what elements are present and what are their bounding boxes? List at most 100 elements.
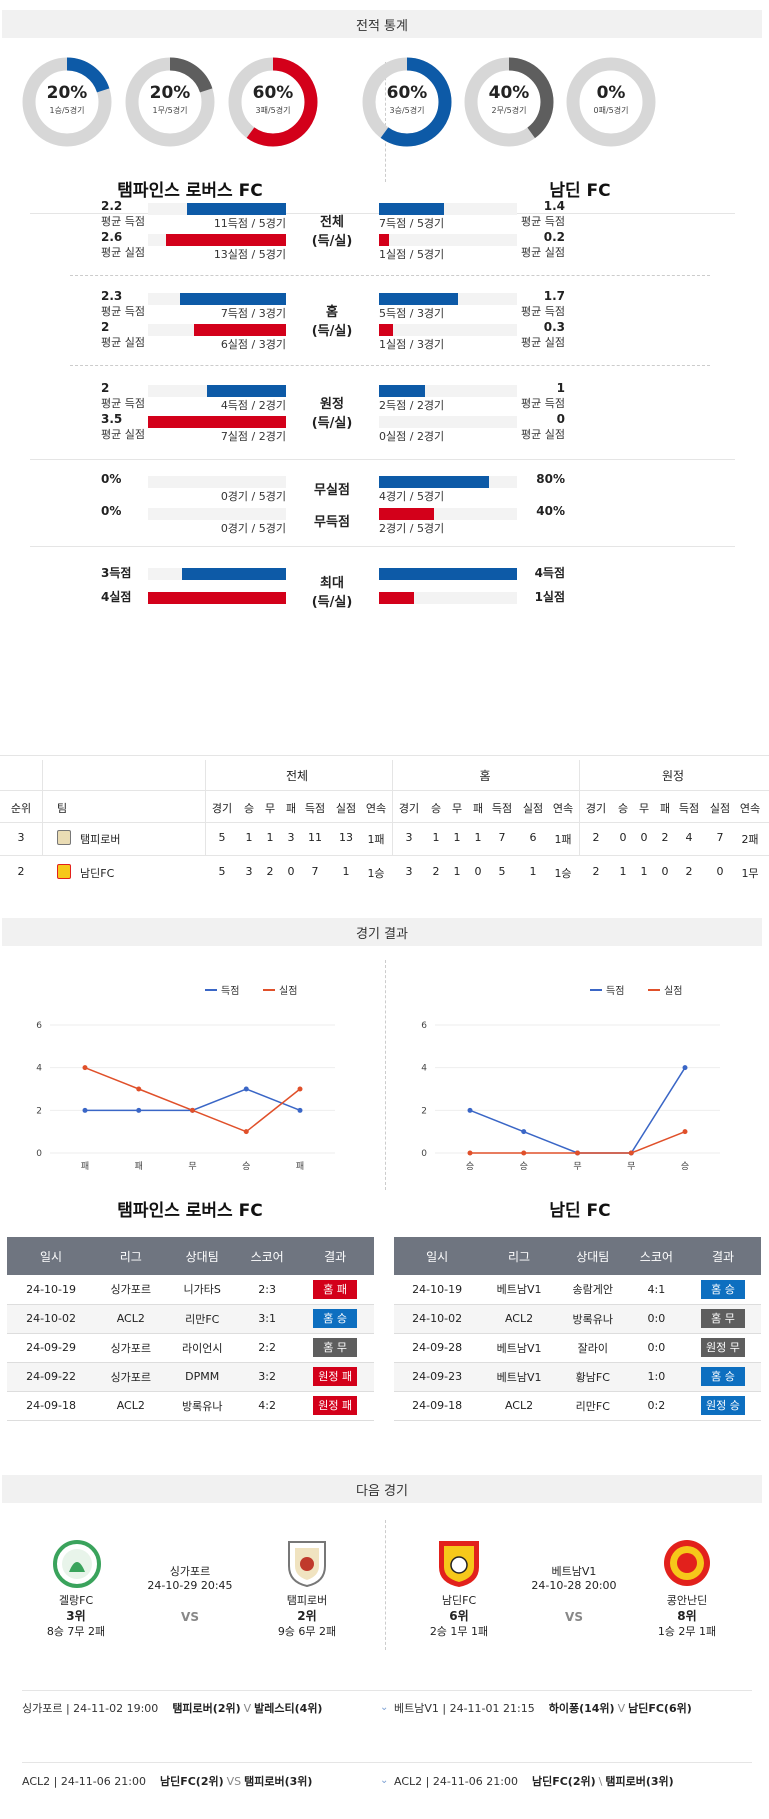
standings-cell: 5: [218, 831, 226, 844]
upcoming-vs: V: [243, 1702, 252, 1715]
donut-ring: [228, 57, 318, 147]
divider: [0, 790, 769, 791]
clean-category: 무득점: [314, 515, 350, 530]
stat-subtext: 5득점 / 3경기: [379, 307, 445, 320]
divider: [0, 822, 769, 823]
bar-track: [379, 234, 517, 246]
upcoming-match: ACL2 | 24-11-06 21:00 남딘FC(2위) \ 탬피로버(3위): [394, 1773, 744, 1797]
results-col-header: 결과: [684, 1237, 761, 1275]
bar-fill: [379, 508, 434, 520]
divider: [385, 1520, 386, 1650]
standings-col-header: 연속: [552, 802, 574, 815]
stat-label: 평균 실점: [521, 336, 565, 349]
stat-value: 80%: [536, 472, 565, 486]
standings-col-header: 패: [659, 802, 671, 815]
standings-cell: 3: [287, 831, 295, 844]
standings-cell: 2: [432, 865, 440, 878]
stat-category-line1: 홈: [326, 305, 338, 320]
data-point: [297, 1086, 303, 1092]
results-cell: 24-10-02: [7, 1304, 96, 1334]
stat-label: 평균 실점: [521, 428, 565, 441]
standings-col-header: 무: [638, 802, 650, 815]
stat-label: 평균 득점: [521, 215, 565, 228]
stat-subtext: 2득점 / 2경기: [379, 399, 445, 412]
data-point: [682, 1129, 688, 1135]
section-header-next: 다음 경기: [2, 1475, 762, 1503]
divider: [22, 1762, 752, 1763]
stat-label: 평균 득점: [101, 397, 145, 410]
y-tick-label: 4: [36, 1064, 42, 1074]
standings-col-header: 득점: [678, 802, 700, 815]
home-team-name-results: 탬파인스 로버스 FC: [117, 1201, 263, 1221]
standings-col-header: 무: [451, 802, 463, 815]
divider: [385, 960, 386, 1190]
next-m1-team1-name: 겔랑FC: [58, 1594, 94, 1607]
next-m2-team1-record: 2승 1무 1패: [429, 1625, 489, 1638]
x-tick-label: 승: [520, 1161, 528, 1172]
y-tick-label: 2: [36, 1106, 42, 1116]
divider: [30, 546, 735, 547]
standings-cell: 1패: [367, 833, 385, 846]
results-cell: ACL2: [95, 1391, 167, 1421]
y-tick-label: 6: [421, 1021, 427, 1031]
upcoming-team-a: 남딘FC(2위): [531, 1775, 596, 1788]
legend-label-scored: 득점: [221, 985, 239, 997]
results-cell: 1:0: [627, 1362, 685, 1392]
results-cell: 싱가포르: [95, 1333, 167, 1363]
upcoming-team-a: 남딘FC(2위): [159, 1775, 224, 1788]
stat-value: 4실점: [101, 590, 132, 604]
results-col-header: 결과: [296, 1237, 374, 1275]
standings-cell: 0: [661, 865, 669, 878]
stat-category-line2: (득/실): [311, 234, 353, 249]
upcoming-team-a: 하이퐁(14위): [548, 1702, 615, 1715]
standings-cell: 5: [218, 865, 226, 878]
standings-col-header: 득점: [304, 802, 326, 815]
standings-cell: 1: [529, 865, 537, 878]
donut-0: 20% 1승/5경기: [22, 57, 112, 147]
next-m1-league: 싱가포르: [169, 1565, 211, 1578]
donut-ring: [22, 57, 112, 147]
stat-value: 0.3: [543, 320, 565, 334]
next-m2-team2-record: 1승 2무 1패: [657, 1625, 717, 1638]
result-badge: 원정 승: [700, 1396, 745, 1415]
stat-value: 2: [101, 381, 110, 395]
bar-track: [379, 324, 517, 336]
result-cell: 원정 무: [684, 1333, 761, 1363]
result-badge: 원정 패: [313, 1396, 358, 1415]
standings-col-header: 경기: [585, 802, 607, 815]
donut-ring: [362, 57, 452, 147]
results-cell: 베트남V1: [480, 1333, 558, 1363]
standings-cell: 2패: [741, 833, 759, 846]
series-line-scored: [85, 1088, 301, 1112]
stat-value: 0: [556, 412, 565, 426]
results-cell: 4:1: [627, 1275, 685, 1305]
upcoming-league-date: 베트남V1 | 24-11-01 21:15: [394, 1702, 535, 1715]
donut-subtext: 3승/5경기: [389, 106, 425, 115]
stat-subtext: 7실점 / 2경기: [220, 430, 286, 443]
result-cell: 원정 승: [684, 1391, 761, 1421]
result-badge: 홈 승: [700, 1279, 745, 1299]
upcoming-team-b: 탬피로버(3위): [605, 1775, 674, 1788]
result-cell: 홈 패: [296, 1275, 374, 1305]
away-team-name: 남딘 FC: [549, 181, 611, 201]
standings-cell: 13: [339, 831, 353, 844]
bar-fill: [379, 385, 425, 397]
standings-col-header: 패: [285, 802, 297, 815]
stat-label: 평균 실점: [521, 246, 565, 259]
standings-cell: 0: [287, 865, 295, 878]
upcoming-team-a: 탬피로버(2위): [172, 1702, 241, 1715]
bar-fill: [166, 234, 286, 246]
result-badge: 홈 무: [313, 1338, 358, 1357]
upcoming-league-date: 싱가포르 | 24-11-02 19:00: [22, 1702, 159, 1715]
standings-cell: 1: [453, 831, 461, 844]
stat-subtext: 13실점 / 5경기: [213, 248, 286, 261]
divider: [70, 365, 710, 366]
data-point: [82, 1107, 88, 1113]
stat-value: 2.6: [101, 230, 123, 244]
standings-col-header: 득점: [491, 802, 513, 815]
upcoming-match: 싱가포르 | 24-11-02 19:00 탬피로버(2위) V 발레스티(4위): [22, 1700, 372, 1724]
standings-cell: 0: [619, 831, 627, 844]
stat-subtext: 2경기 / 5경기: [379, 522, 445, 535]
standings-col-header: 연속: [739, 802, 761, 815]
results-col-header: 일시: [394, 1237, 481, 1275]
